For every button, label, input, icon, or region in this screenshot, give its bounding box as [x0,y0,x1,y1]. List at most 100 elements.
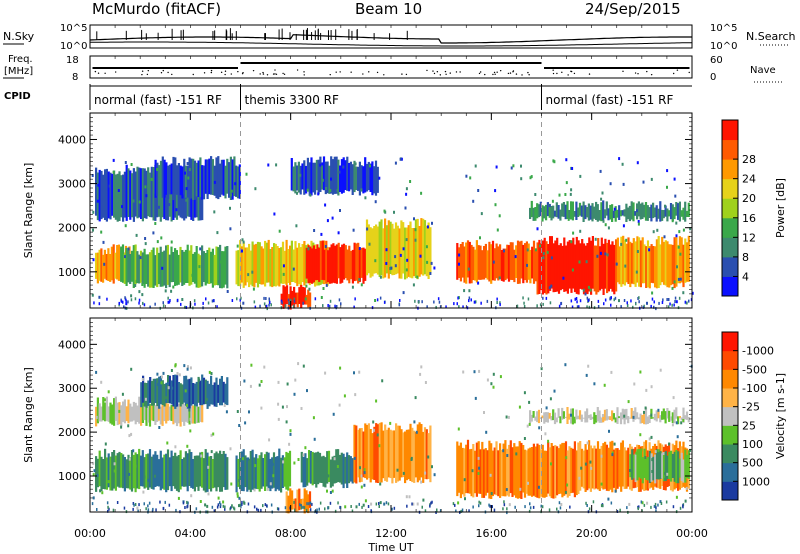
heatmap-speckle [92,228,94,232]
heatmap-cell [423,427,427,479]
heatmap-cell [166,449,170,491]
heatmap-speckle [260,380,263,383]
heatmap-cell [643,244,646,284]
heatmap-speckle [167,386,170,390]
heatmap-cell [186,404,189,423]
heatmap-cell [276,246,279,286]
heatmap-lowrange [265,297,267,300]
heatmap-cell [127,250,130,283]
heatmap-speckle [548,204,551,208]
heatmap-cell [109,402,112,424]
heatmap-speckle [168,203,171,207]
heatmap-cell [646,416,649,424]
heatmap-speckle [424,381,427,384]
heatmap-speckle [161,375,163,379]
colorbar-swatch [722,237,738,258]
heatmap-cell [154,159,157,198]
heatmap-cell [563,442,566,496]
heatmap-cell [511,447,514,497]
heatmap-cell [590,240,593,295]
heatmap-cell [568,210,571,220]
heatmap-cell [235,455,238,493]
heatmap-lowrange [93,301,95,305]
heatmap-speckle [618,157,621,161]
heatmap-speckle [117,189,120,192]
heatmap-speckle [381,379,384,383]
heatmap-cell [622,235,625,285]
heatmap-cell [637,201,640,217]
nave-point [275,73,278,76]
heatmap-cell [664,240,667,286]
heatmap-lowrange [522,296,524,300]
heatmap-cell [591,236,594,289]
heatmap-lowrange [300,504,302,508]
heatmap-cell [623,447,626,489]
heatmap-cell [224,165,227,199]
heatmap-speckle [222,456,225,460]
nave-point [444,70,447,73]
heatmap-cell [595,201,598,220]
heatmap-lowrange [426,305,428,309]
heatmap-speckle [299,173,302,177]
heatmap-speckle [305,284,308,288]
nave-point [556,72,558,75]
heatmap-cell [353,242,356,282]
heatmap-cell [586,243,589,295]
heatmap-speckle [91,293,94,297]
nave-point [499,69,502,72]
heatmap-lowrange [202,301,204,305]
heatmap-speckle [433,266,436,270]
heatmap-cell [402,432,405,478]
heatmap-speckle [405,495,408,499]
heatmap-cell [606,242,609,294]
heatmap-cell [664,411,667,424]
heatmap-cell [300,284,303,308]
freq-traces [92,62,690,76]
heatmap-lowrange [284,304,287,308]
heatmap-cell [305,247,308,279]
heatmap-speckle [234,182,237,186]
heatmap-lowrange [672,505,675,509]
heatmap-cell [170,450,173,492]
heatmap-cell [587,415,590,419]
heatmap-cell [570,447,573,494]
heatmap-cell [355,166,358,190]
heatmap-cell [461,242,464,278]
heatmap-speckle [358,247,361,250]
heatmap-cell [499,443,502,498]
heatmap-lowrange [529,506,532,510]
heatmap-cell [172,375,175,407]
heatmap-speckle [656,228,659,232]
heatmap-cell [147,397,150,423]
heatmap-lowrange [339,505,341,509]
heatmap-cell [116,453,119,487]
heatmap-speckle [562,276,565,280]
heatmap-speckle [363,483,366,487]
heatmap-cell [140,382,143,408]
heatmap-cell [513,249,516,283]
heatmap-speckle [248,410,250,414]
heatmap-speckle [161,266,164,270]
heatmap-speckle [579,174,582,178]
heatmap-cell [210,251,213,284]
heatmap-cell [373,226,376,274]
heatmap-lowrange [378,505,380,508]
heatmap-speckle [158,205,160,209]
heatmap-cell [95,456,98,492]
heatmap-speckle [485,430,488,434]
heatmap-cell [129,457,132,490]
heatmap-cell [562,202,565,217]
heatmap-speckle [286,405,288,409]
heatmap-speckle [666,185,668,189]
heatmap-cell [291,490,294,510]
nave-point [114,71,117,73]
heatmap-cell [195,399,198,424]
heatmap-cell [497,450,500,497]
heatmap-speckle [415,430,418,434]
heatmap-cell [520,240,523,279]
heatmap-speckle [313,437,316,441]
heatmap-speckle [372,420,375,424]
heatmap-lowrange [430,501,432,505]
heatmap-cell [546,412,549,423]
nave-point [507,72,510,75]
